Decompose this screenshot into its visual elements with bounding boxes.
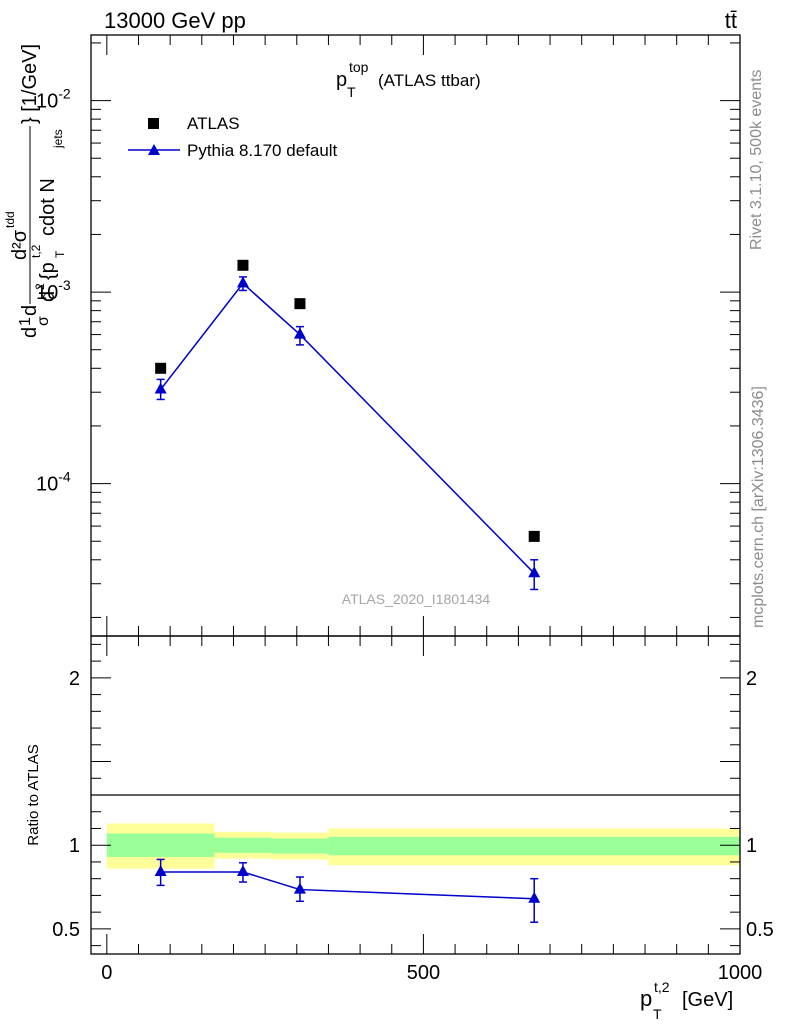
main-marks (154, 259, 541, 591)
main-ylabel: d 1 σ d d²σ tdd d 2 {p T t,2 cdot N jets… (3, 44, 67, 338)
ratio-mc-point (154, 864, 167, 876)
ratio-marks (154, 858, 541, 923)
ratio-mc-line (160, 871, 535, 900)
analysis-watermark: ATLAS_2020_I1801434 (342, 591, 491, 607)
ylabel-denom-d: d (37, 291, 59, 302)
main-panel: 10-2 10-3 10-4 p T top (ATLAS ttbar) ATLAS… (36, 34, 741, 637)
ylabel-denom-sup: t,2 (29, 244, 43, 258)
y-tick-label: 10-4 (36, 469, 71, 496)
ratio-ylabel: Ratio to ATLAS (25, 744, 42, 845)
atlas-point (528, 530, 540, 542)
mc-point (293, 327, 306, 339)
ylabel-frac-num: 1 (17, 317, 34, 326)
mc-point (154, 382, 167, 394)
x-axis-label: p T t,2 [GeV] (640, 979, 733, 1022)
ratio-y-tick-label-right: 0.5 (746, 919, 774, 941)
y-tick-label: 10-2 (36, 86, 71, 113)
ratio-mc-point (293, 882, 306, 894)
ylabel-denom-sq: 2 (33, 283, 47, 290)
ylabel-frac-den: σ (35, 316, 52, 326)
process-label: tt̄ (725, 8, 737, 33)
mcplots-label: mcplots.cern.ch [arXiv:1306.3436] (750, 386, 767, 628)
xlabel-sup: t,2 (654, 979, 670, 995)
legend-atlas-marker (148, 118, 159, 129)
mc-point (528, 566, 541, 578)
ratio-frame (90, 635, 741, 955)
legend: ATLAS Pythia 8.170 default (128, 114, 338, 160)
ylabel-d2: d (19, 305, 41, 316)
rivet-version-label: Rivet 3.1.10, 500k events (748, 69, 765, 250)
title-rest: (ATLAS ttbar) (378, 71, 481, 90)
atlas-point (237, 259, 249, 271)
ylabel-denom-sub: T (53, 250, 67, 258)
uncertainty-band-inner (328, 836, 740, 856)
ratio-mc-point (236, 864, 249, 876)
mc-line (160, 282, 535, 574)
main-ticks: 10-2 10-3 10-4 (36, 35, 741, 636)
ylabel-numerator: d²σ (9, 229, 31, 260)
energy-label: 13000 GeV pp (104, 8, 246, 33)
ylabel-denom-tail-sub: jets (51, 129, 65, 149)
xlabel-unit: [GeV] (682, 989, 733, 1011)
xlabel-base: p (640, 986, 652, 1011)
legend-mc-marker (148, 144, 160, 155)
ylabel-denom-p: {p (37, 262, 59, 280)
ylabel-denom-tail: cdot N (37, 178, 59, 236)
ratio-y-tick-label-left: 0.5 (52, 919, 80, 941)
xlabel-sub: T (653, 1006, 662, 1022)
ylabel-numerator-sup: tdd (3, 211, 17, 228)
ratio-bands (106, 823, 740, 869)
ratio-y-tick-label-right: 1 (746, 835, 757, 857)
ylabel-d1: d (19, 327, 41, 338)
x-tick-label: 500 (407, 962, 440, 984)
uncertainty-band-inner (271, 838, 329, 854)
ratio-y-tick-label-left: 1 (69, 835, 80, 857)
x-tick-label: 1000 (718, 962, 763, 984)
ratio-mc-point (528, 891, 541, 903)
ratio-ticks: 0.5 0.5 1 1 2 2 0 500 1000 (52, 636, 774, 984)
ylabel-unit: } [1/GeV] (19, 44, 41, 124)
mc-point (236, 276, 249, 288)
x-tick-label: 0 (101, 962, 112, 984)
uncertainty-band-inner (214, 837, 272, 853)
plot-title: p (336, 69, 347, 91)
ratio-y-tick-label-right: 2 (746, 668, 757, 690)
ratio-panel: 0.5 0.5 1 1 2 2 0 500 1000 (52, 635, 774, 984)
uncertainty-band-inner (106, 833, 215, 857)
title-base: p (336, 69, 347, 91)
y-tick-label: 10-3 (36, 277, 71, 304)
atlas-point (155, 362, 167, 374)
legend-mc-label: Pythia 8.170 default (187, 141, 338, 160)
ratio-y-tick-label-left: 2 (69, 668, 80, 690)
atlas-point (294, 298, 306, 310)
legend-atlas-label: ATLAS (187, 114, 240, 133)
title-sup: top (349, 59, 369, 75)
title-sub: T (347, 84, 356, 100)
